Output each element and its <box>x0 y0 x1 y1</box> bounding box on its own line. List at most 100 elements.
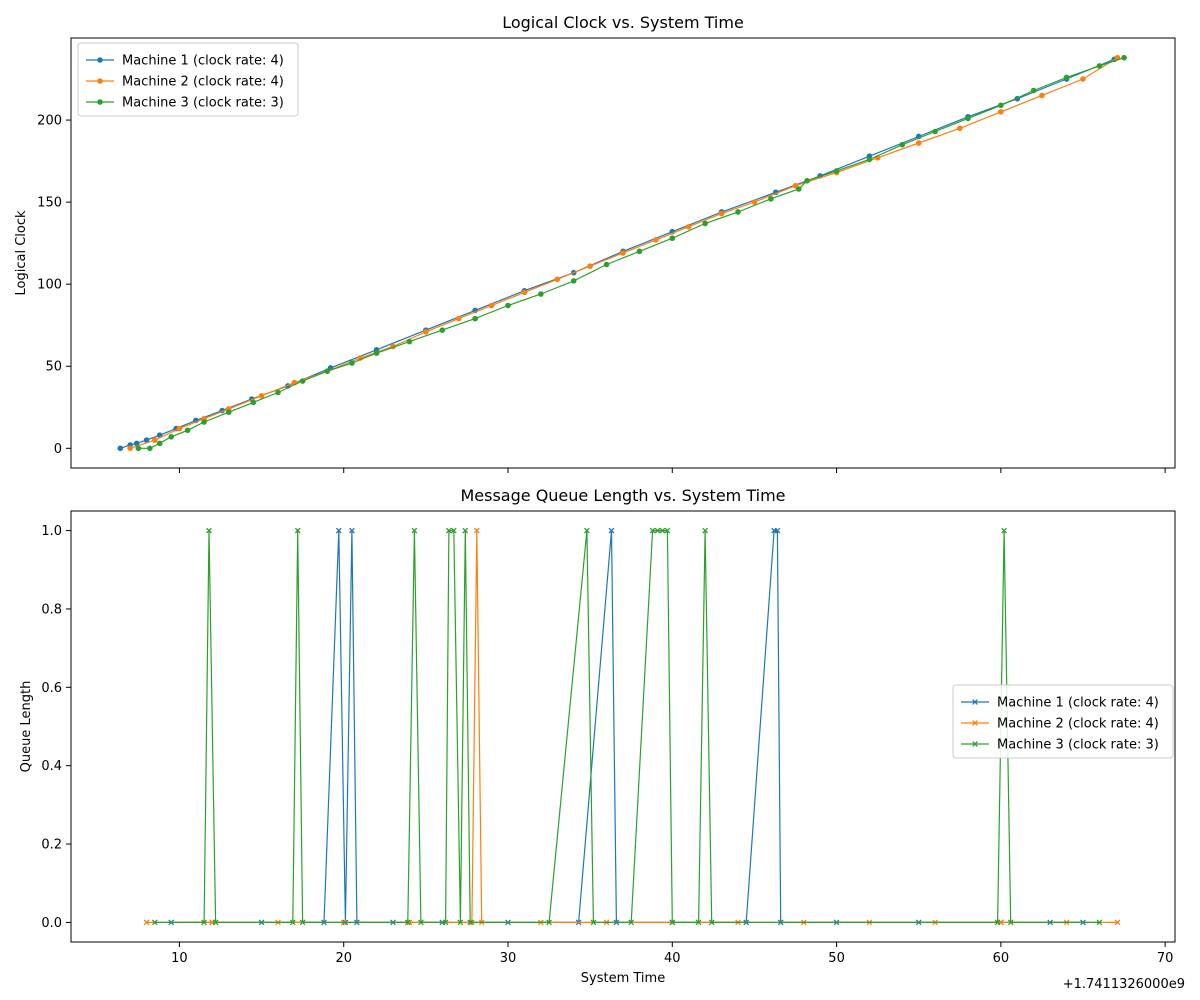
queue-length-chart: Message Queue Length vs. System Time Sys… <box>19 486 1176 986</box>
y-tick-label: 0.4 <box>41 759 62 774</box>
data-point <box>1096 63 1103 69</box>
data-point <box>956 125 963 132</box>
y-tick-label: 0.6 <box>41 681 62 696</box>
data-point <box>899 141 906 148</box>
data-point <box>664 527 671 534</box>
data-point <box>1039 92 1045 99</box>
y-tick-label: 50 <box>45 360 62 375</box>
data-point <box>299 919 306 926</box>
y-tick-label: 150 <box>37 196 62 211</box>
data-point <box>423 328 429 335</box>
data-point <box>324 368 331 374</box>
x-tick-label: 20 <box>335 951 352 966</box>
data-point <box>708 919 715 926</box>
y-tick-label: 0.8 <box>41 602 62 617</box>
data-point <box>406 338 413 345</box>
series-3 <box>151 527 1103 926</box>
data-point <box>445 527 452 534</box>
data-point <box>546 919 552 926</box>
data-point <box>258 392 265 399</box>
data-point <box>275 389 281 396</box>
y-axis-ticks: 0.0 0.2 0.4 0.6 0.8 1.0 <box>41 524 71 931</box>
data-point <box>768 196 774 202</box>
y-axis-label: Queue Length <box>19 681 34 773</box>
y-axis-label: Logical Clock <box>14 210 29 295</box>
data-point <box>1096 919 1103 926</box>
series-line <box>129 57 1118 449</box>
legend-entry: Machine 2 (clock rate: 4) <box>961 717 1159 732</box>
data-point <box>994 919 1001 926</box>
data-point <box>143 437 150 443</box>
legend-label: Machine 2 (clock rate: 4) <box>997 717 1159 732</box>
series-3 <box>135 54 1127 452</box>
plot-series-group <box>143 527 1121 926</box>
x-axis-ticks: 10 20 30 40 50 60 70 <box>171 942 1173 966</box>
legend-marker <box>97 78 103 84</box>
legend-label: Machine 1 (clock rate: 4) <box>997 696 1159 711</box>
data-point <box>628 919 635 926</box>
y-tick-label: 100 <box>37 278 62 293</box>
x-tick-label: 40 <box>664 951 681 966</box>
legend-marker <box>972 741 978 747</box>
series-line <box>120 58 1115 449</box>
data-point <box>127 445 133 452</box>
data-point <box>455 315 462 322</box>
data-point <box>201 919 207 926</box>
x-axis-label: System Time <box>581 971 665 986</box>
data-point <box>299 378 306 384</box>
plot-frame <box>70 510 1176 943</box>
legend-entry: Machine 1 (clock rate: 4) <box>961 696 1159 711</box>
data-point <box>488 302 495 309</box>
x-tick-label: 10 <box>171 951 188 966</box>
data-point <box>450 527 457 534</box>
data-point <box>636 248 643 255</box>
data-point <box>418 919 424 926</box>
data-point <box>1007 919 1014 926</box>
data-point <box>702 527 709 534</box>
legend: Machine 1 (clock rate: 4) Machine 2 (cloc… <box>77 42 299 117</box>
legend-box <box>77 42 299 117</box>
data-point <box>521 289 528 296</box>
data-point <box>143 919 150 926</box>
data-point <box>335 527 342 534</box>
chart-title: Logical Clock vs. System Time <box>502 13 744 32</box>
data-point <box>289 919 296 926</box>
y-tick-label: 1.0 <box>41 524 62 539</box>
x-axis-ticks <box>178 468 1166 473</box>
legend-marker <box>972 720 978 726</box>
data-point <box>695 919 702 926</box>
data-point <box>439 327 446 333</box>
logical-clock-chart: Logical Clock vs. System Time Logical Cl… <box>14 13 1176 473</box>
legend-box <box>952 684 1174 759</box>
y-axis-ticks: 0 50 100 150 200 <box>37 114 71 457</box>
data-point <box>373 350 380 356</box>
data-point <box>1080 76 1086 82</box>
legend-marker <box>972 699 978 705</box>
data-point <box>774 527 781 534</box>
data-point <box>1114 919 1121 926</box>
data-point <box>147 445 153 452</box>
legend: Machine 1 (clock rate: 4) Machine 2 (cloc… <box>952 684 1174 759</box>
data-point <box>473 527 480 534</box>
legend-entry: Machine 1 (clock rate: 4) <box>86 54 284 69</box>
x-tick-label: 30 <box>500 951 517 966</box>
data-point <box>472 315 478 322</box>
data-point <box>168 434 175 440</box>
y-tick-label: 0.0 <box>41 916 62 931</box>
data-point <box>1030 87 1037 94</box>
y-tick-label: 0.2 <box>41 838 62 853</box>
data-point <box>133 440 140 447</box>
chart-title: Message Queue Length vs. System Time <box>460 486 785 505</box>
data-point <box>587 263 593 269</box>
data-point <box>608 527 615 534</box>
data-point <box>718 210 725 217</box>
data-point <box>669 235 676 242</box>
data-point <box>135 445 142 452</box>
x-tick-label: 60 <box>993 951 1010 966</box>
data-point <box>349 527 355 534</box>
data-point <box>294 527 301 534</box>
data-point <box>404 919 411 926</box>
data-point <box>225 409 232 415</box>
series-line <box>171 529 1083 924</box>
data-point <box>442 919 449 926</box>
